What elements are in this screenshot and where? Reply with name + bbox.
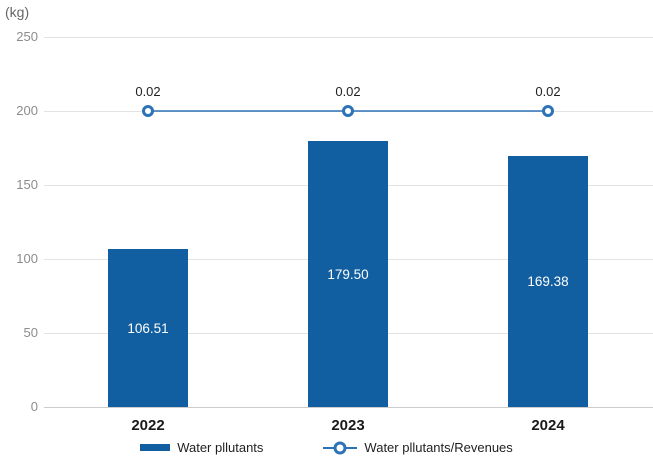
y-axis-unit-label: (kg) [5, 4, 30, 20]
legend-item-water-pollutants-revenues[interactable]: Water pllutants/Revenues [323, 440, 513, 455]
legend-label: Water pllutants/Revenues [364, 440, 513, 455]
y-tick-label-250: 250 [16, 29, 38, 44]
y-tick-label-0: 0 [30, 399, 38, 414]
line-point-label-2024: 0.02 [535, 84, 561, 99]
legend-item-water-pollutants[interactable]: Water pllutants [140, 440, 263, 455]
bar-value-label: 179.50 [327, 266, 369, 282]
bar-2022[interactable]: 106.51 [108, 249, 188, 407]
line-point-label-2022: 0.02 [135, 84, 161, 99]
x-label-2022: 2022 [131, 417, 165, 434]
bar-2024[interactable]: 169.38 [508, 156, 588, 407]
bar-swatch-icon [140, 444, 171, 451]
gridline-0 [44, 406, 653, 408]
y-tick-label-100: 100 [16, 251, 38, 266]
line-marker-swatch-icon [323, 441, 358, 454]
y-tick-label-50: 50 [23, 325, 38, 340]
x-label-2024: 2024 [531, 417, 565, 434]
legend-label: Water pllutants [177, 440, 264, 455]
bar-value-label: 106.51 [127, 320, 169, 336]
line-point-label-2023: 0.02 [335, 84, 361, 99]
legend: Water pllutants Water pllutants/Revenues [0, 440, 653, 455]
x-label-2023: 2023 [331, 417, 365, 434]
gridline-200 [44, 110, 653, 112]
bar-2023[interactable]: 179.50 [308, 141, 388, 407]
gridline-250 [44, 36, 653, 38]
bar-value-label: 169.38 [527, 274, 569, 290]
y-tick-label-150: 150 [16, 177, 38, 192]
y-tick-label-200: 200 [16, 103, 38, 118]
